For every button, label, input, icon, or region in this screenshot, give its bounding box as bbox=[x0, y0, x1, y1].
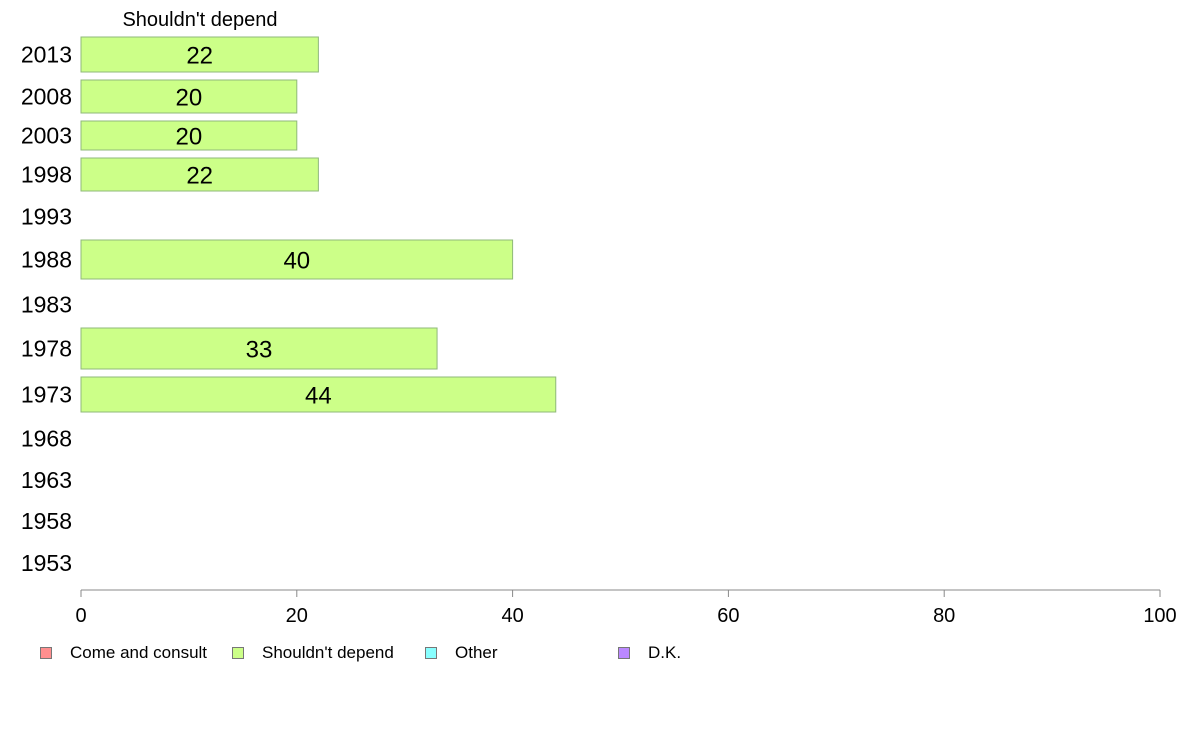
legend-swatch-come-and-consult bbox=[40, 647, 52, 659]
x-tick-label-80: 80 bbox=[933, 605, 955, 627]
legend: Come and consult Shouldn't depend Other … bbox=[40, 643, 740, 663]
y-tick-label-1973: 1973 bbox=[21, 382, 72, 408]
y-tick-label-1993: 1993 bbox=[21, 204, 72, 230]
data-label-2013: 22 bbox=[186, 43, 213, 70]
data-label-1998: 22 bbox=[186, 163, 213, 190]
bars-layer: 22 20 20 22 40 33 44 bbox=[80, 36, 557, 413]
data-label-2008: 20 bbox=[176, 85, 203, 112]
legend-swatch-shouldnt-depend bbox=[232, 647, 244, 659]
legend-label-dk: D.K. bbox=[648, 643, 682, 662]
data-label-2003: 20 bbox=[176, 124, 203, 151]
y-tick-label-1963: 1963 bbox=[21, 467, 72, 493]
legend-label-shouldnt-depend: Shouldn't depend bbox=[262, 643, 394, 662]
bar-1988 bbox=[80, 239, 514, 280]
y-tick-label-2003: 2003 bbox=[21, 123, 72, 149]
bar-1978 bbox=[80, 327, 438, 370]
x-tick-label-0: 0 bbox=[75, 605, 86, 627]
bar-1998 bbox=[80, 157, 319, 192]
legend-item-other: Other bbox=[425, 643, 498, 663]
x-tick-label-20: 20 bbox=[286, 605, 308, 627]
data-label-1978: 33 bbox=[246, 337, 273, 364]
legend-label-come-and-consult: Come and consult bbox=[70, 643, 208, 662]
y-tick-label-1968: 1968 bbox=[21, 426, 72, 452]
y-tick-label-2008: 2008 bbox=[21, 84, 72, 110]
data-label-1988: 40 bbox=[283, 248, 310, 275]
bar-2003 bbox=[80, 120, 298, 151]
x-tick-label-100: 100 bbox=[1143, 605, 1176, 627]
y-tick-label-1988: 1988 bbox=[21, 247, 72, 273]
bar-1973 bbox=[80, 376, 557, 413]
x-tick-label-40: 40 bbox=[501, 605, 523, 627]
legend-item-come-and-consult: Come and consult bbox=[40, 643, 207, 663]
legend-swatch-dk bbox=[618, 647, 630, 659]
y-tick-label-1958: 1958 bbox=[21, 508, 72, 534]
chart-title: Shouldn't depend bbox=[122, 9, 277, 31]
y-axis-labels: 2013 2008 2003 1998 1993 1988 1983 1978 1973 1968… bbox=[21, 42, 72, 577]
y-tick-label-1998: 1998 bbox=[21, 162, 72, 188]
y-tick-label-1978: 1978 bbox=[21, 336, 72, 362]
y-tick-label-2013: 2013 bbox=[21, 42, 72, 68]
legend-item-dk: D.K. bbox=[618, 643, 681, 663]
y-tick-label-1983: 1983 bbox=[21, 292, 72, 318]
legend-label-other: Other bbox=[455, 643, 498, 662]
bar-2013 bbox=[80, 36, 319, 73]
x-tick-label-60: 60 bbox=[717, 605, 739, 627]
data-label-1973: 44 bbox=[305, 383, 332, 410]
legend-item-shouldnt-depend: Shouldn't depend bbox=[232, 643, 394, 663]
legend-swatch-other bbox=[425, 647, 437, 659]
x-axis: 0 20 40 60 80 100 bbox=[75, 589, 1177, 627]
y-tick-label-1953: 1953 bbox=[21, 550, 72, 576]
bar-2008 bbox=[80, 79, 298, 114]
